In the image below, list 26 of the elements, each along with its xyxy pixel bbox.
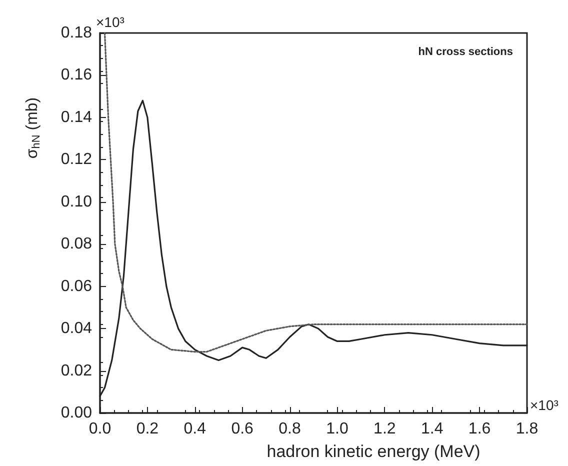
y-tick-label: 0.08 [60,236,92,253]
y-axis-title: σhN (mb) [24,97,42,159]
text: ×10³ [530,397,559,413]
x-tick-label: 1.2 [374,420,396,438]
y-tick-label: 0.12 [60,151,92,168]
text: ×10³ [96,14,125,30]
y-tick-label: 0.18 [60,24,92,42]
x-tick-label: 0.0 [88,420,112,438]
x-tick-label: 0.4 [184,420,206,438]
y-tick-label: 0.04 [60,320,92,338]
x-tick-label: 1.0 [326,420,348,438]
line-series [104,32,528,353]
y-tick-label: 0.10 [60,193,92,210]
x-tick-label: 0.2 [136,420,159,438]
y-tick-label: 0.14 [60,108,92,126]
y-tick-label: 0.16 [60,66,92,84]
x-tick-label: 0.6 [231,420,254,438]
y-tick-label: 0.06 [60,278,92,295]
x-axis-title: hadron kinetic energy (MeV) [266,442,480,461]
x-tick-label: 1.6 [468,420,491,438]
x-tick-label: 1.4 [420,420,444,438]
y-tick-label: 0.00 [60,404,92,422]
x-tick-label: 0.8 [278,420,301,438]
annotation: hN cross sections [418,46,513,58]
y-tick-label: 0.02 [60,362,92,380]
x-tick-label: 1.8 [516,420,538,438]
